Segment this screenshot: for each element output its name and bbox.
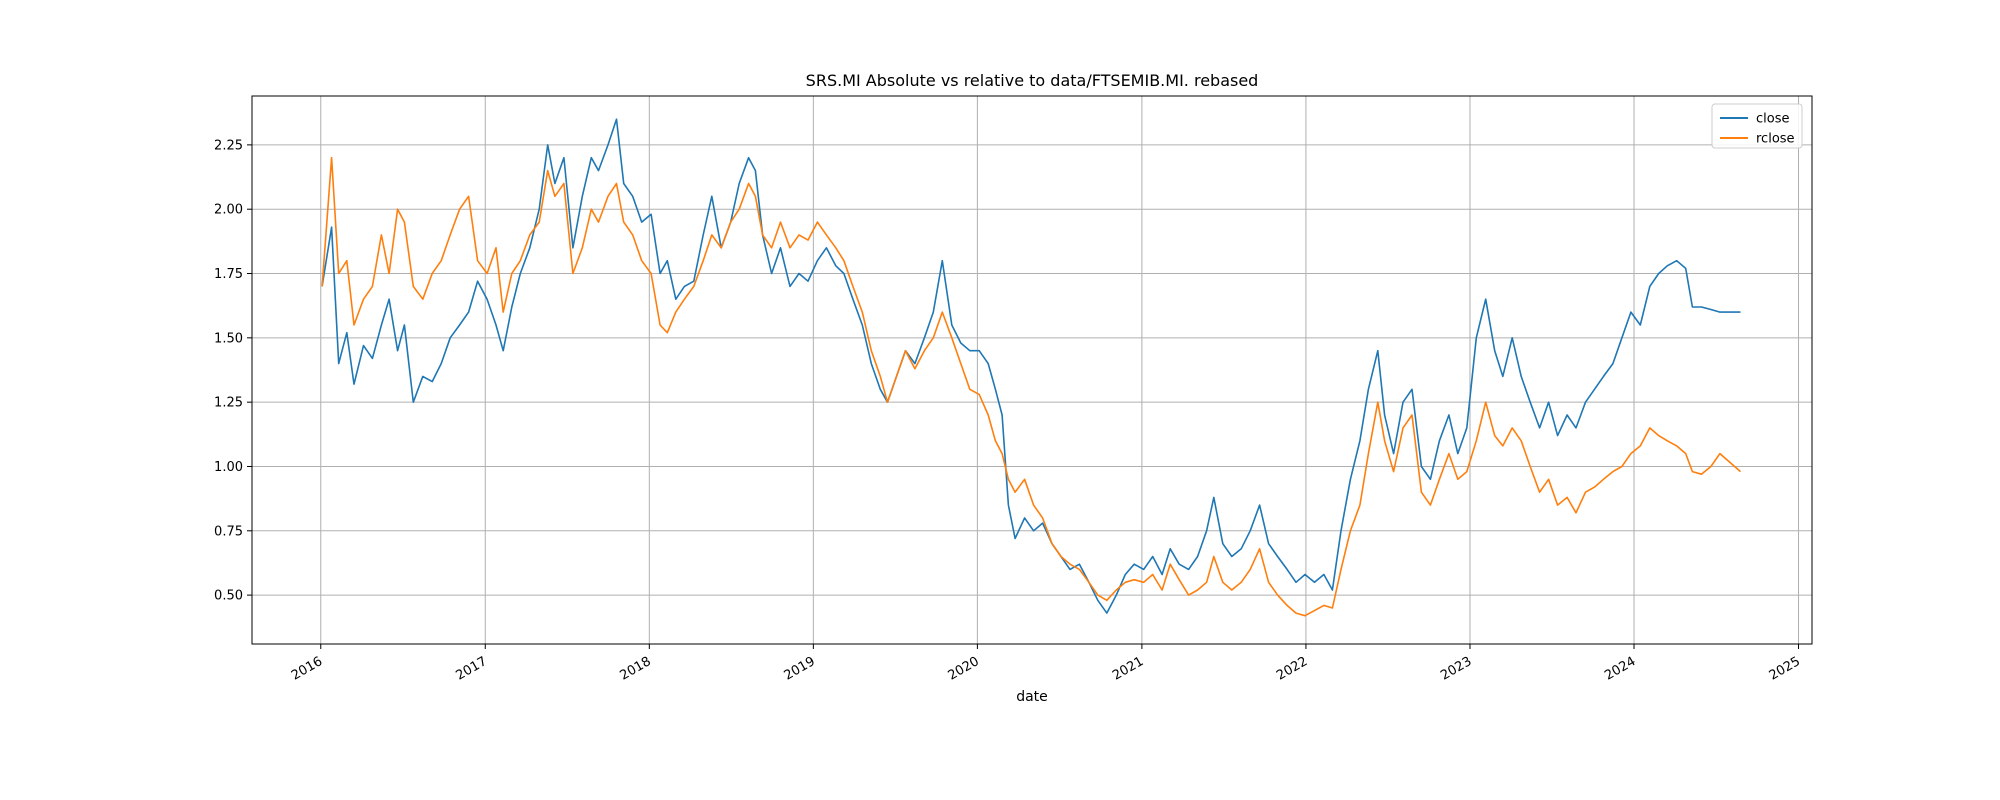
y-tick-label: 1.75	[214, 267, 243, 282]
legend: close rclose	[1711, 103, 1803, 149]
legend-label-close: close	[1756, 112, 1789, 127]
series-line-rclose	[321, 156, 1742, 617]
y-tick-label: 2.25	[214, 138, 243, 153]
plot-area-frame	[251, 95, 1813, 645]
y-tick-label: 0.50	[214, 589, 243, 604]
y-tick-label: 1.50	[214, 331, 243, 346]
legend-label-rclose: rclose	[1756, 132, 1795, 147]
x-axis-label: date	[1016, 689, 1048, 705]
series-lines	[321, 118, 1742, 617]
y-tick-label: 0.75	[214, 524, 243, 539]
y-tick-label: 2.00	[214, 203, 243, 218]
grid	[252, 96, 1812, 644]
y-tick-label: 1.00	[214, 460, 243, 475]
y-axis-ticks: 0.50 0.75 1.00 1.25 1.50 1.75 2.00 2.25	[214, 138, 252, 604]
chart-title: SRS.MI Absolute vs relative to data/FTSE…	[806, 71, 1259, 90]
y-tick-label: 1.25	[214, 396, 243, 411]
series-line-close	[321, 118, 1741, 614]
